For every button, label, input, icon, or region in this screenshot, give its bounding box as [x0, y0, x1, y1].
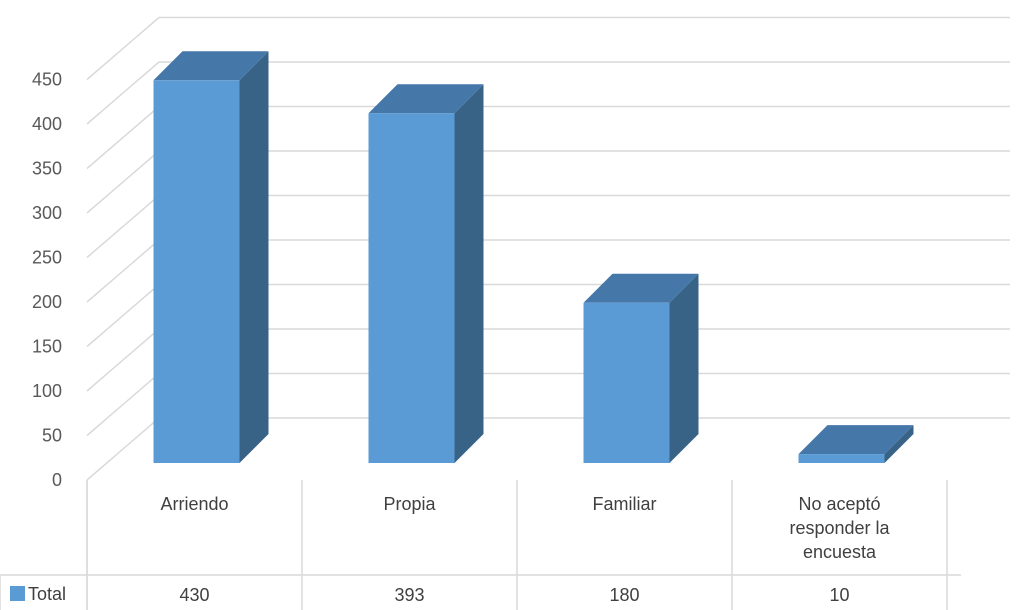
y-axis: 0 50 100 150 200 250 300 350 400 450 — [32, 70, 62, 491]
gridline-side — [86, 61, 160, 125]
bar-2 — [368, 84, 484, 463]
table-value: 10 — [829, 585, 849, 605]
bar-front — [368, 113, 455, 463]
y-tick-label: 0 — [52, 470, 62, 490]
bar-top — [368, 84, 484, 114]
bar-4 — [798, 425, 914, 463]
gridline-side — [86, 283, 160, 348]
y-tick-label: 350 — [32, 159, 62, 179]
bar-front — [583, 302, 670, 463]
gridline-side — [86, 417, 160, 481]
bars — [153, 51, 914, 464]
y-tick-label: 50 — [42, 426, 62, 446]
y-tick-label: 100 — [32, 381, 62, 401]
gridline-side — [86, 194, 160, 259]
bar-side — [239, 51, 269, 464]
bar-front — [153, 80, 240, 464]
table-value: 180 — [609, 585, 639, 605]
bar-top — [153, 51, 269, 81]
y-tick-label: 300 — [32, 203, 62, 223]
legend-label: Total — [28, 584, 66, 604]
gridline-side — [86, 372, 160, 437]
legend-key — [10, 586, 25, 601]
y-tick-label: 200 — [32, 292, 62, 312]
bar-3 — [583, 273, 699, 463]
y-tick-label: 400 — [32, 114, 62, 134]
bar-front — [798, 454, 885, 463]
y-tick-label: 450 — [32, 70, 62, 90]
bar-side — [884, 425, 914, 463]
category-label: Propia — [383, 494, 436, 514]
gridline-side — [86, 150, 160, 214]
gridline-side — [86, 239, 160, 303]
gridline-side — [86, 105, 160, 170]
bar-top — [583, 273, 699, 303]
bar-1 — [153, 51, 269, 464]
gridline-side — [86, 16, 160, 81]
gridline-side — [86, 328, 160, 392]
bar-top — [798, 425, 914, 455]
data-table: Arriendo Propia Familiar No aceptó responder… — [0, 480, 961, 610]
category-label: Arriendo — [160, 494, 228, 514]
category-label: No aceptó — [798, 494, 880, 514]
y-tick-label: 250 — [32, 248, 62, 268]
table-value: 430 — [179, 585, 209, 605]
category-label: encuesta — [803, 542, 877, 562]
table-value: 393 — [394, 585, 424, 605]
bar-side — [454, 84, 484, 463]
category-label: responder la — [789, 518, 890, 538]
category-label: Familiar — [592, 494, 656, 514]
bar-side — [669, 273, 699, 463]
y-tick-label: 150 — [32, 337, 62, 357]
